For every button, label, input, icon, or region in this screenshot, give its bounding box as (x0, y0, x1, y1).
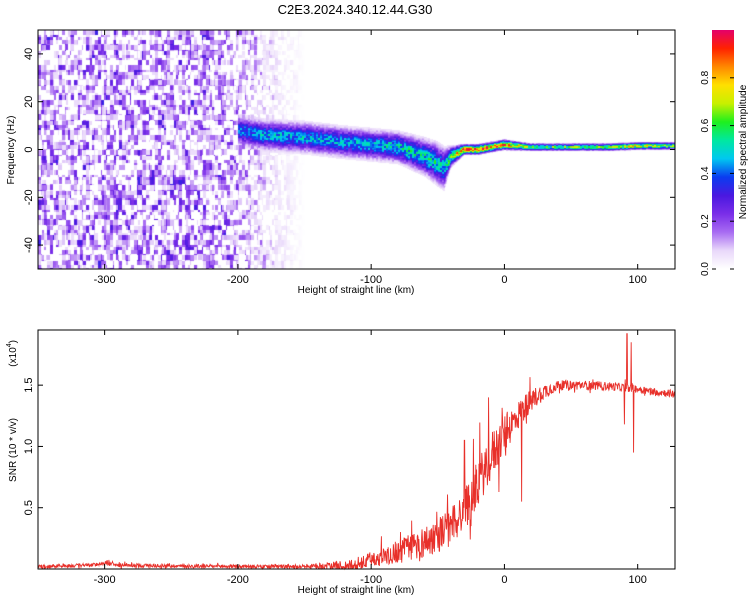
svg-text:(x104): (x104) (6, 340, 19, 367)
spectrogram-x-tick-label: -100 (360, 274, 382, 286)
colorbar-tick-label: 0.4 (700, 166, 711, 180)
spectrogram-x-tick: -200 (227, 30, 249, 286)
snr-y-label: SNR (10 * v/v) (8, 418, 19, 482)
spectrogram-y-tick-label: 0 (23, 146, 35, 152)
colorbar-ticks: 0.0 0.2 0.4 0.6 0.8 (700, 70, 734, 276)
snr-y-tick-label: 1.0 (23, 439, 35, 454)
spectrogram-x-tick: 0 (501, 30, 507, 286)
snr-line (37, 333, 676, 571)
spectrogram-y-tick: -40 (23, 237, 675, 253)
spectrogram-x-tick-label: 0 (501, 274, 507, 286)
colorbar-tick: 0.0 (700, 262, 734, 276)
spectrogram-x-tick: -100 (360, 30, 382, 286)
snr-x-tick-label: -200 (227, 574, 249, 586)
snr-y-tick: 0.5 (23, 500, 675, 515)
spectrogram-x-axis: -300 -200 -100 0 100 (94, 30, 647, 286)
snr-x-tick: -200 (227, 330, 249, 586)
snr-frame (37, 329, 676, 570)
colorbar-tick-label: 0.2 (700, 214, 711, 228)
snr-x-tick-label: -100 (360, 574, 382, 586)
spectrogram-y-tick: 20 (23, 96, 675, 108)
colorbar-tick: 0.4 (700, 166, 734, 180)
spectrogram-y-label: Frequency (Hz) (6, 116, 17, 185)
colorbar-tick: 0.2 (700, 214, 734, 228)
spectrogram-y-tick-label: 20 (23, 96, 35, 108)
snr-x-tick-label: 0 (501, 574, 507, 586)
spectrogram-y-tick-label: 40 (23, 48, 35, 60)
snr-plot-area (38, 330, 675, 569)
spectrogram-y-tick: 40 (23, 48, 675, 60)
snr-series (37, 333, 676, 571)
spectrogram-image (38, 30, 675, 269)
spectrogram-y-tick-label: -40 (23, 237, 35, 253)
colorbar-gradient (712, 30, 734, 269)
spectrogram-x-tick-label: -300 (94, 274, 116, 286)
snr-y-tick-label: 1.5 (23, 378, 35, 393)
snr-y-tick-label: 0.5 (23, 500, 35, 515)
snr-x-label: Height of straight line (km) (298, 585, 415, 596)
snr-y-tick: 1.5 (23, 378, 675, 393)
spectrogram-x-tick: 100 (629, 30, 647, 286)
snr-y-tick: 1.0 (23, 439, 675, 454)
spectrogram-x-tick: -300 (94, 30, 116, 286)
spectrogram-x-tick-label: 100 (629, 274, 647, 286)
snr-x-tick-label: 100 (629, 574, 647, 586)
spectrogram-y-tick-label: -20 (23, 189, 35, 205)
snr-panel: -300 -200 -100 0 100 0.5 1.0 1.5 Height of str… (6, 329, 676, 596)
snr-x-tick: -300 (94, 330, 116, 586)
colorbar: 0.0 0.2 0.4 0.6 0.8 Normalized spectral ampl… (700, 30, 749, 276)
figure-title: C2E3.2024.340.12.44.G30 (278, 2, 433, 17)
snr-x-tick: -100 (360, 330, 382, 586)
snr-y-axis: 0.5 1.0 1.5 (23, 378, 675, 515)
spectrogram-y-tick: 0 (23, 146, 675, 153)
colorbar-tick: 0.8 (700, 70, 734, 85)
colorbar-label: Normalized spectral amplitude (738, 84, 749, 219)
snr-x-tick: 0 (501, 330, 507, 586)
colorbar-tick-label: 0.6 (700, 118, 711, 132)
spectrogram-x-tick-label: -200 (227, 274, 249, 286)
snr-x-tick-label: -300 (94, 574, 116, 586)
spectrogram-x-label: Height of straight line (km) (298, 285, 415, 296)
colorbar-tick-label: 0.0 (700, 262, 711, 276)
snr-x-tick: 100 (629, 330, 647, 586)
snr-y-scale-label: (x104) (6, 340, 19, 367)
colorbar-tick: 0.6 (700, 118, 734, 133)
snr-x-axis: -300 -200 -100 0 100 (94, 330, 647, 586)
spectrogram-y-axis: -40 -20 0 20 40 (23, 48, 675, 253)
spectrogram-y-tick: -20 (23, 189, 675, 205)
colorbar-tick-label: 0.8 (700, 70, 711, 84)
